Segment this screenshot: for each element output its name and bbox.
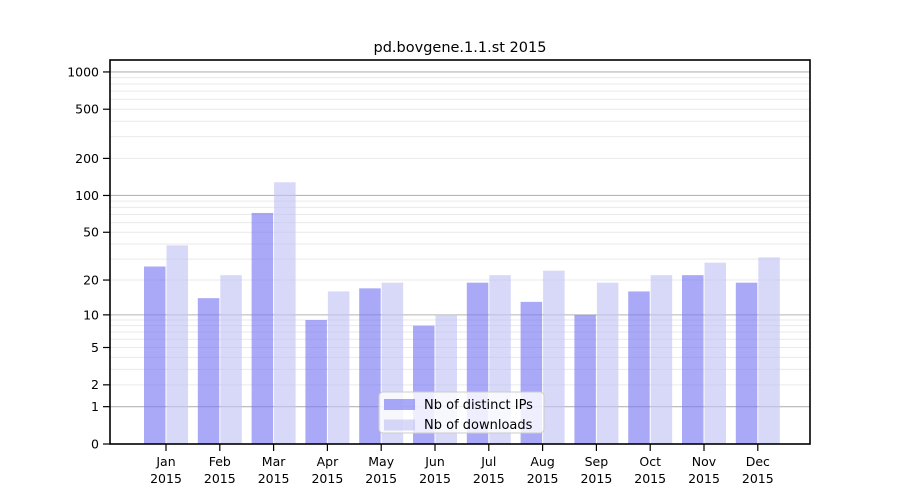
x-tick-label-month: Apr — [317, 454, 339, 469]
bar-nb-of-downloads-jan-2015 — [166, 245, 188, 444]
x-tick-label-year: 2015 — [311, 471, 343, 486]
x-tick-label-month: Aug — [530, 454, 554, 469]
x-tick-label-year: 2015 — [419, 471, 451, 486]
x-tick-label-month: Sep — [585, 454, 609, 469]
x-tick-label-year: 2015 — [527, 471, 559, 486]
x-tick-label-year: 2015 — [742, 471, 774, 486]
legend: Nb of distinct IPs Nb of downloads — [378, 391, 545, 434]
bar-nb-of-distinct-ips-dec-2015 — [735, 282, 758, 444]
x-tick-label-month: Nov — [692, 454, 717, 469]
y-tick-label: 200 — [75, 151, 99, 166]
y-tick-label: 500 — [75, 102, 99, 117]
chart-title: pd.bovgene.1.1.st 2015 — [374, 40, 547, 56]
bar-nb-of-distinct-ips-mar-2015 — [251, 212, 274, 444]
y-tick-label: 50 — [83, 225, 99, 240]
x-axis: Jan 2015 Feb 2015 Mar 2015 Apr 2015 May 2015 Jun 20… — [150, 444, 774, 486]
x-tick-label-year: 2015 — [204, 471, 236, 486]
x-tick-label-month: Mar — [262, 454, 286, 469]
x-tick-label-month: Feb — [209, 454, 231, 469]
bar-nb-of-downloads-mar-2015 — [274, 182, 296, 445]
legend-label-nb-of-distinct-ips: Nb of distinct IPs — [424, 398, 533, 413]
y-tick-label: 20 — [83, 272, 99, 287]
y-tick-label: 10 — [83, 307, 99, 322]
x-tick-label-year: 2015 — [688, 471, 720, 486]
x-tick-label-month: Dec — [746, 454, 770, 469]
bar-nb-of-downloads-feb-2015 — [220, 275, 242, 444]
x-tick-label-year: 2015 — [634, 471, 666, 486]
bar-nb-of-distinct-ips-sep-2015 — [574, 314, 596, 444]
bar-nb-of-downloads-oct-2015 — [650, 275, 673, 444]
x-tick-label-year: 2015 — [150, 471, 182, 486]
bar-nb-of-downloads-dec-2015 — [758, 257, 780, 444]
y-tick-label: 0 — [91, 436, 99, 451]
x-tick-label-year: 2015 — [473, 471, 505, 486]
bar-nb-of-downloads-sep-2015 — [596, 282, 619, 444]
bar-nb-of-downloads-apr-2015 — [327, 291, 350, 444]
bar-nb-of-distinct-ips-oct-2015 — [628, 291, 650, 444]
legend-swatch-nb-of-downloads — [384, 419, 415, 431]
y-tick-label: 2 — [91, 377, 99, 392]
x-tick-label-year: 2015 — [365, 471, 397, 486]
y-tick-label: 5 — [91, 340, 99, 355]
plot-border — [109, 59, 811, 445]
x-tick-label-month: Jun — [424, 454, 445, 469]
bar-nb-of-distinct-ips-nov-2015 — [682, 275, 704, 444]
legend-box — [378, 391, 545, 434]
bar-nb-of-distinct-ips-apr-2015 — [305, 320, 327, 444]
x-tick-label-month: Jan — [155, 454, 175, 469]
x-tick-label-month: May — [368, 454, 394, 469]
bar-nb-of-distinct-ips-jan-2015 — [144, 266, 166, 444]
x-tick-label-year: 2015 — [580, 471, 612, 486]
bar-nb-of-distinct-ips-feb-2015 — [197, 298, 220, 444]
legend-swatch-nb-of-distinct-ips — [384, 399, 415, 410]
legend-label-nb-of-downloads: Nb of downloads — [424, 418, 533, 433]
y-tick-label: 100 — [75, 188, 99, 203]
bar-nb-of-downloads-nov-2015 — [704, 262, 726, 444]
x-tick-label-month: Oct — [639, 454, 661, 469]
y-tick-label: 1 — [91, 399, 99, 414]
x-tick-label-year: 2015 — [258, 471, 290, 486]
x-tick-label-month: Jul — [480, 454, 496, 469]
bar-nb-of-downloads-aug-2015 — [543, 270, 565, 444]
y-tick-label: 1000 — [67, 64, 99, 79]
y-axis: 0 1 2 5 10 20 50 100 200 500 1000 — [67, 64, 110, 451]
bar-nb-of-distinct-ips-may-2015 — [359, 288, 381, 444]
